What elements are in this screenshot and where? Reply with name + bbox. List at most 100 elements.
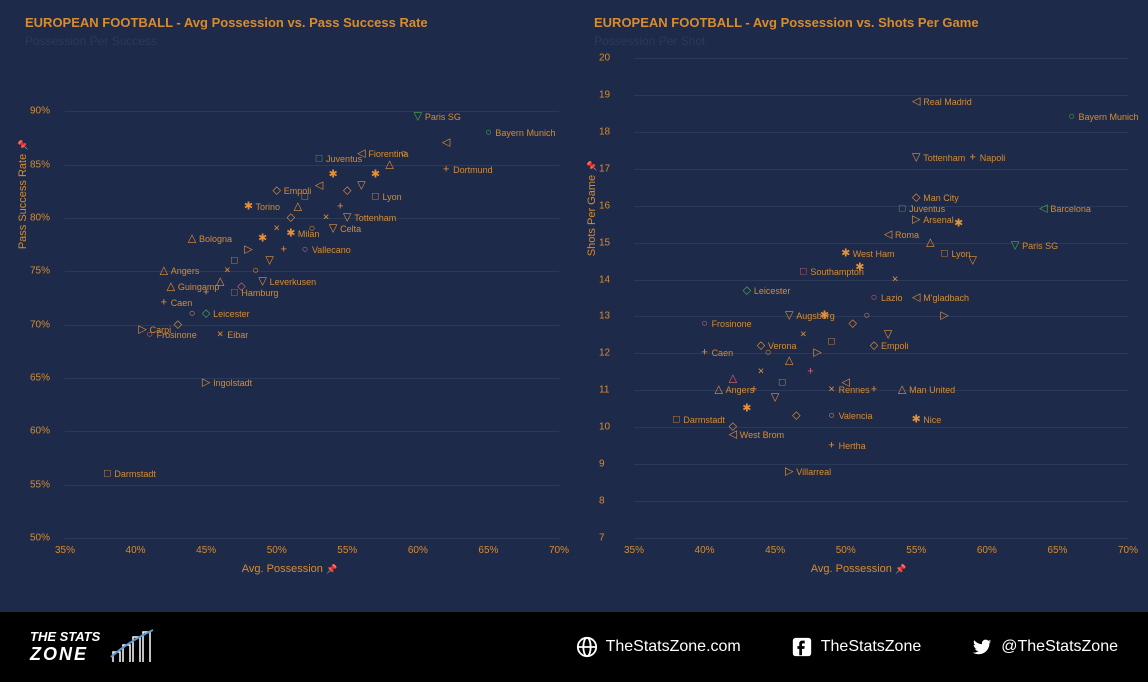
point-label: Lyon: [952, 249, 971, 259]
data-point[interactable]: □: [828, 337, 835, 348]
data-point[interactable]: ▽: [912, 152, 920, 163]
data-point[interactable]: ×: [828, 385, 834, 396]
data-point[interactable]: ✱: [286, 229, 295, 240]
data-point[interactable]: ▽: [414, 111, 422, 122]
data-point[interactable]: ▷: [813, 348, 821, 359]
data-point[interactable]: ✱: [742, 403, 751, 414]
data-point[interactable]: ◇: [743, 285, 751, 296]
data-point[interactable]: △: [926, 237, 934, 248]
data-point[interactable]: □: [316, 154, 323, 165]
right-chart-panel: EUROPEAN FOOTBALL - Avg Possession vs. S…: [579, 10, 1138, 575]
data-point[interactable]: ◁: [884, 230, 892, 241]
data-point[interactable]: ◇: [757, 341, 765, 352]
data-point[interactable]: △: [729, 374, 737, 385]
data-point[interactable]: ▷: [940, 311, 948, 322]
data-point[interactable]: ▽: [265, 255, 273, 266]
data-point[interactable]: ✱: [329, 170, 338, 181]
data-point[interactable]: ◁: [442, 138, 450, 149]
data-point[interactable]: ×: [800, 329, 806, 340]
data-point[interactable]: ○: [701, 318, 708, 329]
data-point[interactable]: ◇: [287, 213, 295, 224]
data-point[interactable]: +: [828, 440, 834, 451]
data-point[interactable]: △: [785, 355, 793, 366]
data-point[interactable]: △: [188, 234, 196, 245]
data-point[interactable]: ▽: [884, 329, 892, 340]
data-point[interactable]: □: [941, 248, 948, 259]
data-point[interactable]: ◁: [315, 181, 323, 192]
data-point[interactable]: ×: [892, 274, 898, 285]
data-point[interactable]: △: [714, 385, 722, 396]
data-point[interactable]: +: [281, 245, 287, 256]
data-point[interactable]: ◁: [912, 97, 920, 108]
data-point[interactable]: ◁: [912, 293, 920, 304]
data-point[interactable]: ◁: [357, 149, 365, 160]
data-point[interactable]: △: [385, 159, 393, 170]
data-point[interactable]: ✱: [371, 170, 380, 181]
data-point[interactable]: ×: [217, 330, 223, 341]
data-point[interactable]: ◇: [343, 186, 351, 197]
data-point[interactable]: ✱: [244, 202, 253, 213]
data-point[interactable]: ◇: [202, 309, 210, 320]
data-point[interactable]: ✱: [912, 414, 921, 425]
data-point[interactable]: +: [701, 348, 707, 359]
data-point[interactable]: ▽: [771, 392, 779, 403]
data-point[interactable]: ◁: [729, 429, 737, 440]
right-x-label: Avg. Possession 📌: [579, 563, 1138, 575]
data-point[interactable]: ◁: [1039, 204, 1047, 215]
data-point[interactable]: ○: [189, 309, 196, 320]
data-point[interactable]: ▷: [785, 466, 793, 477]
data-point[interactable]: ▽: [785, 311, 793, 322]
data-point[interactable]: ▽: [343, 213, 351, 224]
data-point[interactable]: +: [161, 298, 167, 309]
data-point[interactable]: □: [231, 287, 238, 298]
data-point[interactable]: ◇: [272, 186, 280, 197]
footer-logo: THE STATS ZONE: [30, 627, 158, 667]
data-point[interactable]: +: [443, 165, 449, 176]
data-point[interactable]: ○: [864, 311, 871, 322]
data-point[interactable]: □: [779, 377, 786, 388]
data-point[interactable]: ○: [871, 293, 878, 304]
data-point[interactable]: ▷: [912, 215, 920, 226]
data-point[interactable]: ▽: [357, 181, 365, 192]
data-point[interactable]: ×: [273, 223, 279, 234]
data-point[interactable]: ◇: [792, 411, 800, 422]
right-y-label: Shots Per Game 📌: [586, 161, 598, 257]
data-point[interactable]: □: [372, 191, 379, 202]
data-point[interactable]: ◇: [912, 193, 920, 204]
data-point[interactable]: ◇: [174, 319, 182, 330]
data-point[interactable]: △: [294, 202, 302, 213]
data-point[interactable]: □: [800, 267, 807, 278]
data-point[interactable]: +: [807, 366, 813, 377]
footer-twitter[interactable]: @TheStatsZone: [971, 636, 1118, 658]
data-point[interactable]: ×: [758, 366, 764, 377]
data-point[interactable]: ×: [224, 266, 230, 277]
footer-website[interactable]: TheStatsZone.com: [576, 636, 741, 658]
data-point[interactable]: ▷: [244, 245, 252, 256]
data-point[interactable]: □: [104, 469, 111, 480]
data-point[interactable]: □: [673, 414, 680, 425]
data-point[interactable]: +: [970, 152, 976, 163]
data-point[interactable]: +: [871, 385, 877, 396]
data-point[interactable]: △: [167, 282, 175, 293]
data-point[interactable]: ▽: [258, 277, 266, 288]
data-point[interactable]: △: [898, 385, 906, 396]
data-point[interactable]: △: [160, 266, 168, 277]
point-label: Celta: [340, 224, 361, 234]
data-point[interactable]: ▽: [1011, 241, 1019, 252]
point-label: Leicester: [213, 309, 250, 319]
data-point[interactable]: ✱: [954, 219, 963, 230]
data-point[interactable]: ◇: [870, 341, 878, 352]
data-point[interactable]: ▷: [202, 378, 210, 389]
data-point[interactable]: ◇: [849, 318, 857, 329]
data-point[interactable]: ○: [1068, 112, 1075, 123]
data-point[interactable]: ▽: [329, 223, 337, 234]
data-point[interactable]: □: [899, 204, 906, 215]
footer-facebook[interactable]: TheStatsZone: [791, 636, 922, 658]
data-point[interactable]: ✱: [841, 248, 850, 259]
data-point[interactable]: □: [231, 255, 238, 266]
data-point[interactable]: ✱: [258, 234, 267, 245]
data-point[interactable]: ○: [485, 127, 492, 138]
data-point[interactable]: ○: [828, 411, 835, 422]
data-point[interactable]: ▷: [138, 325, 146, 336]
data-point[interactable]: ○: [302, 245, 309, 256]
